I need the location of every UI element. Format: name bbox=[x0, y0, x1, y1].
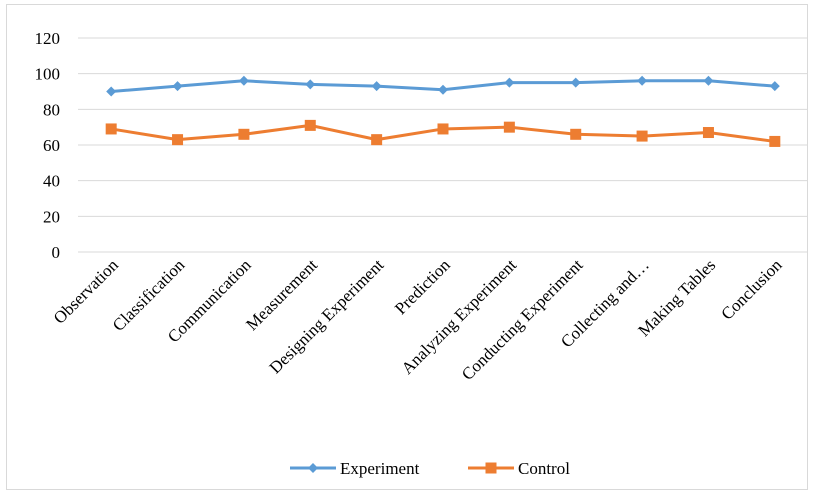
y-tick-label: 0 bbox=[52, 243, 61, 262]
data-point-experiment bbox=[703, 75, 714, 86]
data-point-experiment bbox=[238, 75, 249, 86]
data-point-control bbox=[105, 123, 117, 135]
data-point-experiment bbox=[371, 81, 382, 92]
x-category-label: Prediction bbox=[391, 255, 454, 318]
data-point-experiment bbox=[637, 75, 648, 86]
x-category-label: Analyzing Experiment bbox=[398, 255, 521, 378]
data-point-control bbox=[769, 135, 781, 147]
data-point-control bbox=[304, 119, 316, 131]
data-point-experiment bbox=[106, 86, 117, 97]
legend-label-control: Control bbox=[518, 459, 570, 478]
y-tick-label: 60 bbox=[43, 136, 60, 155]
x-category-label: Designing Experiment bbox=[266, 255, 388, 377]
legend-marker-experiment bbox=[308, 463, 318, 473]
data-point-experiment bbox=[769, 81, 780, 92]
data-point-control bbox=[172, 134, 184, 146]
y-tick-label: 80 bbox=[43, 100, 60, 119]
data-point-experiment bbox=[570, 77, 581, 88]
data-point-experiment bbox=[438, 84, 448, 95]
legend-label-experiment: Experiment bbox=[340, 459, 420, 478]
data-point-control bbox=[238, 128, 250, 140]
data-point-experiment bbox=[172, 81, 183, 92]
data-point-control bbox=[636, 130, 648, 142]
data-point-control bbox=[702, 127, 714, 139]
y-tick-label: 100 bbox=[35, 65, 61, 84]
data-point-experiment bbox=[305, 79, 316, 90]
y-tick-label: 20 bbox=[43, 207, 60, 226]
legend-marker-control bbox=[485, 462, 497, 474]
y-tick-label: 40 bbox=[43, 172, 60, 191]
data-point-control bbox=[437, 123, 449, 135]
x-category-label: Conclusion bbox=[717, 255, 786, 324]
chart-frame bbox=[6, 4, 808, 490]
data-point-experiment bbox=[504, 77, 515, 88]
y-tick-label: 120 bbox=[35, 29, 61, 48]
x-category-label: Observation bbox=[50, 255, 123, 328]
data-point-control bbox=[371, 134, 383, 146]
x-category-label: Conducting Experiment bbox=[458, 255, 587, 384]
data-point-control bbox=[570, 128, 582, 140]
data-point-control bbox=[503, 121, 515, 133]
